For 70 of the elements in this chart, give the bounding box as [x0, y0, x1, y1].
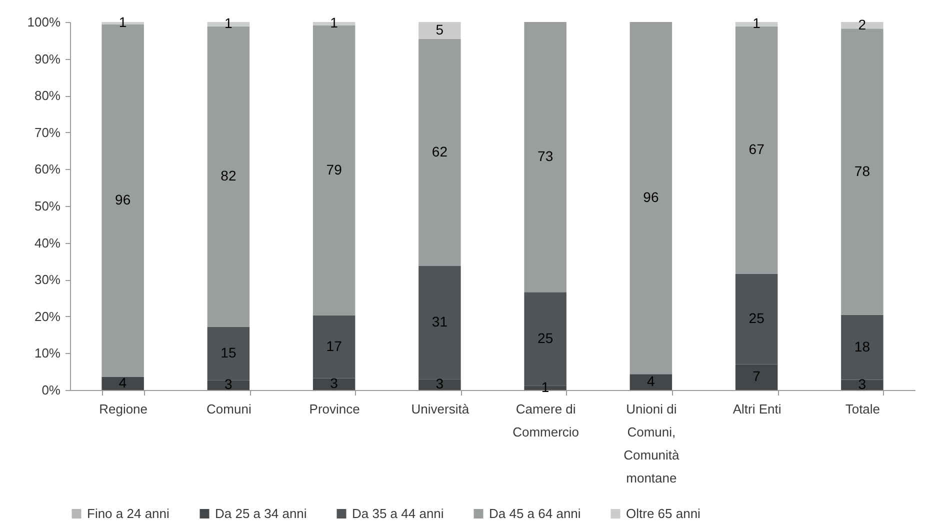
bar	[841, 28, 884, 315]
data-label: 78	[854, 162, 870, 179]
data-label: 15	[220, 344, 236, 361]
data-label: 82	[220, 168, 236, 184]
bar	[841, 380, 884, 390]
data-label: 1	[224, 15, 233, 32]
data-label: 3	[858, 376, 866, 392]
data-label: 96	[643, 189, 659, 206]
bar	[207, 380, 250, 390]
y-tick-label: 0%	[42, 382, 61, 398]
bar	[312, 315, 356, 378]
bar	[418, 379, 461, 390]
y-tick-label: 90%	[34, 51, 61, 66]
bar	[418, 266, 461, 380]
bar	[735, 364, 778, 390]
x-tick-label: Altri Enti	[732, 402, 782, 416]
data-label: 18	[854, 338, 870, 354]
x-tick-label: Camere di Commercio	[512, 402, 580, 440]
x-tick-label: Totale	[845, 402, 880, 416]
bar	[207, 326, 250, 380]
y-tick-label: 10%	[34, 346, 61, 361]
legend-label: Da 25 a 34 anni	[215, 506, 307, 521]
data-label: 25	[748, 310, 765, 326]
y-tick-label: 40%	[34, 235, 61, 250]
data-label: 1	[752, 15, 761, 32]
data-label: 1	[118, 14, 127, 30]
x-tick-label: Regione	[99, 402, 148, 416]
data-label: 4	[647, 373, 656, 390]
data-label: 7	[752, 368, 761, 384]
data-label: 96	[115, 191, 131, 208]
legend-label: Fino a 24 anni	[87, 506, 170, 521]
bar	[418, 38, 461, 266]
data-label: 25	[538, 330, 554, 346]
bar	[630, 22, 672, 374]
legend-label: Da 35 a 44 anni	[352, 506, 444, 521]
data-label: 67	[748, 141, 765, 158]
bar	[630, 374, 672, 390]
y-tick-label: 80%	[34, 88, 61, 104]
bar	[735, 274, 778, 364]
y-tick-label: 60%	[34, 162, 61, 177]
y-tick-label: 100%	[27, 14, 61, 30]
legend-label: Oltre 65 anni	[626, 506, 701, 521]
bar	[524, 22, 566, 292]
bar	[312, 378, 356, 390]
data-label: 3	[436, 376, 444, 392]
data-label: 3	[224, 376, 233, 392]
bar	[418, 22, 461, 39]
data-label: 5	[436, 21, 444, 38]
x-tick-label: Comuni	[206, 402, 252, 416]
y-tick-label: 20%	[34, 308, 61, 324]
x-tick-label: Province	[309, 402, 360, 416]
data-label: 2	[858, 16, 866, 32]
y-tick-label: 70%	[34, 124, 61, 140]
y-tick-label: 50%	[34, 198, 61, 214]
data-label: 73	[538, 148, 554, 164]
x-tick-label: Università	[411, 402, 470, 416]
legend-label: Da 45 a 64 anni	[489, 506, 581, 521]
y-tick-label: 30%	[34, 272, 61, 288]
bar	[102, 376, 144, 390]
x-tick-label: Unioni di Comuni, Comunità montane	[624, 402, 680, 486]
bar	[207, 26, 250, 327]
data-label: 3	[330, 375, 338, 392]
data-label: 62	[432, 143, 448, 160]
bar	[841, 314, 884, 380]
data-label: 4	[118, 374, 127, 390]
data-label: 79	[326, 161, 342, 178]
bar	[735, 26, 778, 274]
data-label: 31	[432, 314, 448, 330]
data-label: 1	[330, 14, 338, 31]
data-label: 17	[326, 338, 342, 354]
